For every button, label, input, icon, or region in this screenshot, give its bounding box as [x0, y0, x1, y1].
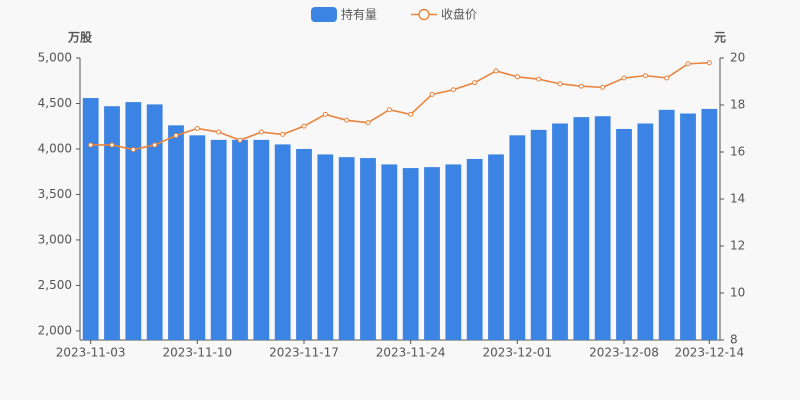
x-tick-label: 2023-12-01 — [482, 346, 552, 360]
bar — [424, 167, 440, 340]
price-point — [706, 60, 712, 66]
price-point — [152, 142, 158, 148]
bar — [509, 135, 526, 340]
price-point — [493, 68, 499, 74]
y2-tick-label: 12 — [730, 239, 745, 253]
bar — [530, 129, 547, 340]
bar — [253, 139, 270, 340]
y2-tick-label: 20 — [730, 51, 745, 65]
x-tick-label: 2023-11-03 — [56, 346, 126, 360]
price-point — [88, 142, 94, 148]
price-point — [258, 129, 264, 135]
y-tick-label: 4,000 — [38, 141, 72, 155]
x-tick-label: 2023-11-10 — [162, 346, 232, 360]
bar — [189, 135, 206, 340]
price-point — [280, 131, 286, 137]
bar — [552, 123, 568, 341]
price-point — [664, 75, 670, 81]
bar — [168, 125, 184, 340]
y-tick-label: 2,500 — [38, 278, 72, 292]
x-tick-label: 2023-12-08 — [589, 346, 659, 360]
bar — [402, 168, 419, 340]
bar — [445, 164, 462, 340]
price-point — [109, 142, 115, 148]
price-point — [130, 147, 136, 153]
price-point — [365, 120, 371, 126]
x-tick-label: 2023-11-24 — [376, 346, 446, 360]
price-point — [536, 76, 542, 82]
y2-tick-label: 10 — [730, 286, 745, 300]
bar — [680, 113, 696, 340]
price-point — [514, 74, 520, 80]
bar — [594, 116, 611, 340]
bar — [466, 158, 483, 340]
bar — [488, 154, 504, 340]
bar — [573, 117, 590, 341]
bar — [338, 157, 355, 340]
bar — [381, 164, 398, 340]
price-point — [301, 123, 307, 129]
bar — [210, 139, 227, 340]
price-point — [621, 75, 627, 81]
price-point — [194, 126, 200, 131]
bar — [658, 109, 675, 340]
price-point — [322, 111, 328, 117]
price-point — [237, 137, 243, 143]
legend-icon — [311, 7, 337, 22]
price-point — [386, 107, 392, 113]
y2-tick-label: 14 — [730, 192, 745, 206]
legend-icon — [418, 8, 430, 21]
price-point — [450, 87, 456, 93]
bar — [274, 144, 291, 340]
y-axis-label: 万股 — [67, 30, 93, 45]
bar — [232, 139, 248, 340]
legend-label: 收盘价 — [441, 7, 477, 22]
price-line — [90, 61, 710, 151]
price-point — [472, 80, 478, 86]
price-point — [429, 91, 435, 97]
bar — [296, 148, 312, 340]
bar — [360, 158, 376, 340]
y2-axis-label: 元 — [714, 31, 726, 45]
price-point — [344, 117, 350, 123]
y2-tick-label: 18 — [730, 98, 745, 112]
bar — [146, 104, 163, 340]
bar — [637, 123, 654, 341]
y-tick-label: 3,000 — [38, 232, 72, 246]
bar — [701, 108, 718, 341]
bar — [104, 106, 120, 340]
price-point — [578, 83, 584, 89]
price-point — [642, 73, 648, 79]
y-tick-label: 5,000 — [38, 51, 72, 65]
price-point — [600, 84, 606, 90]
y2-tick-label: 16 — [730, 145, 745, 159]
bar — [616, 128, 632, 340]
bar — [82, 98, 99, 340]
price-point — [408, 111, 414, 117]
y2-tick-label: 8 — [730, 333, 738, 347]
bar — [317, 154, 334, 340]
legend-label: 持有量 — [341, 7, 377, 22]
price-point — [685, 61, 691, 67]
x-tick-label: 2023-11-17 — [269, 346, 339, 360]
y-tick-label: 4,500 — [38, 96, 72, 110]
bar — [125, 102, 142, 340]
x-tick-label: 2023-12-14 — [674, 346, 744, 360]
price-point — [173, 133, 179, 139]
price-point — [557, 81, 563, 87]
y-tick-label: 3,500 — [38, 187, 72, 201]
y-tick-label: 2,000 — [38, 323, 72, 337]
price-point — [216, 129, 222, 135]
